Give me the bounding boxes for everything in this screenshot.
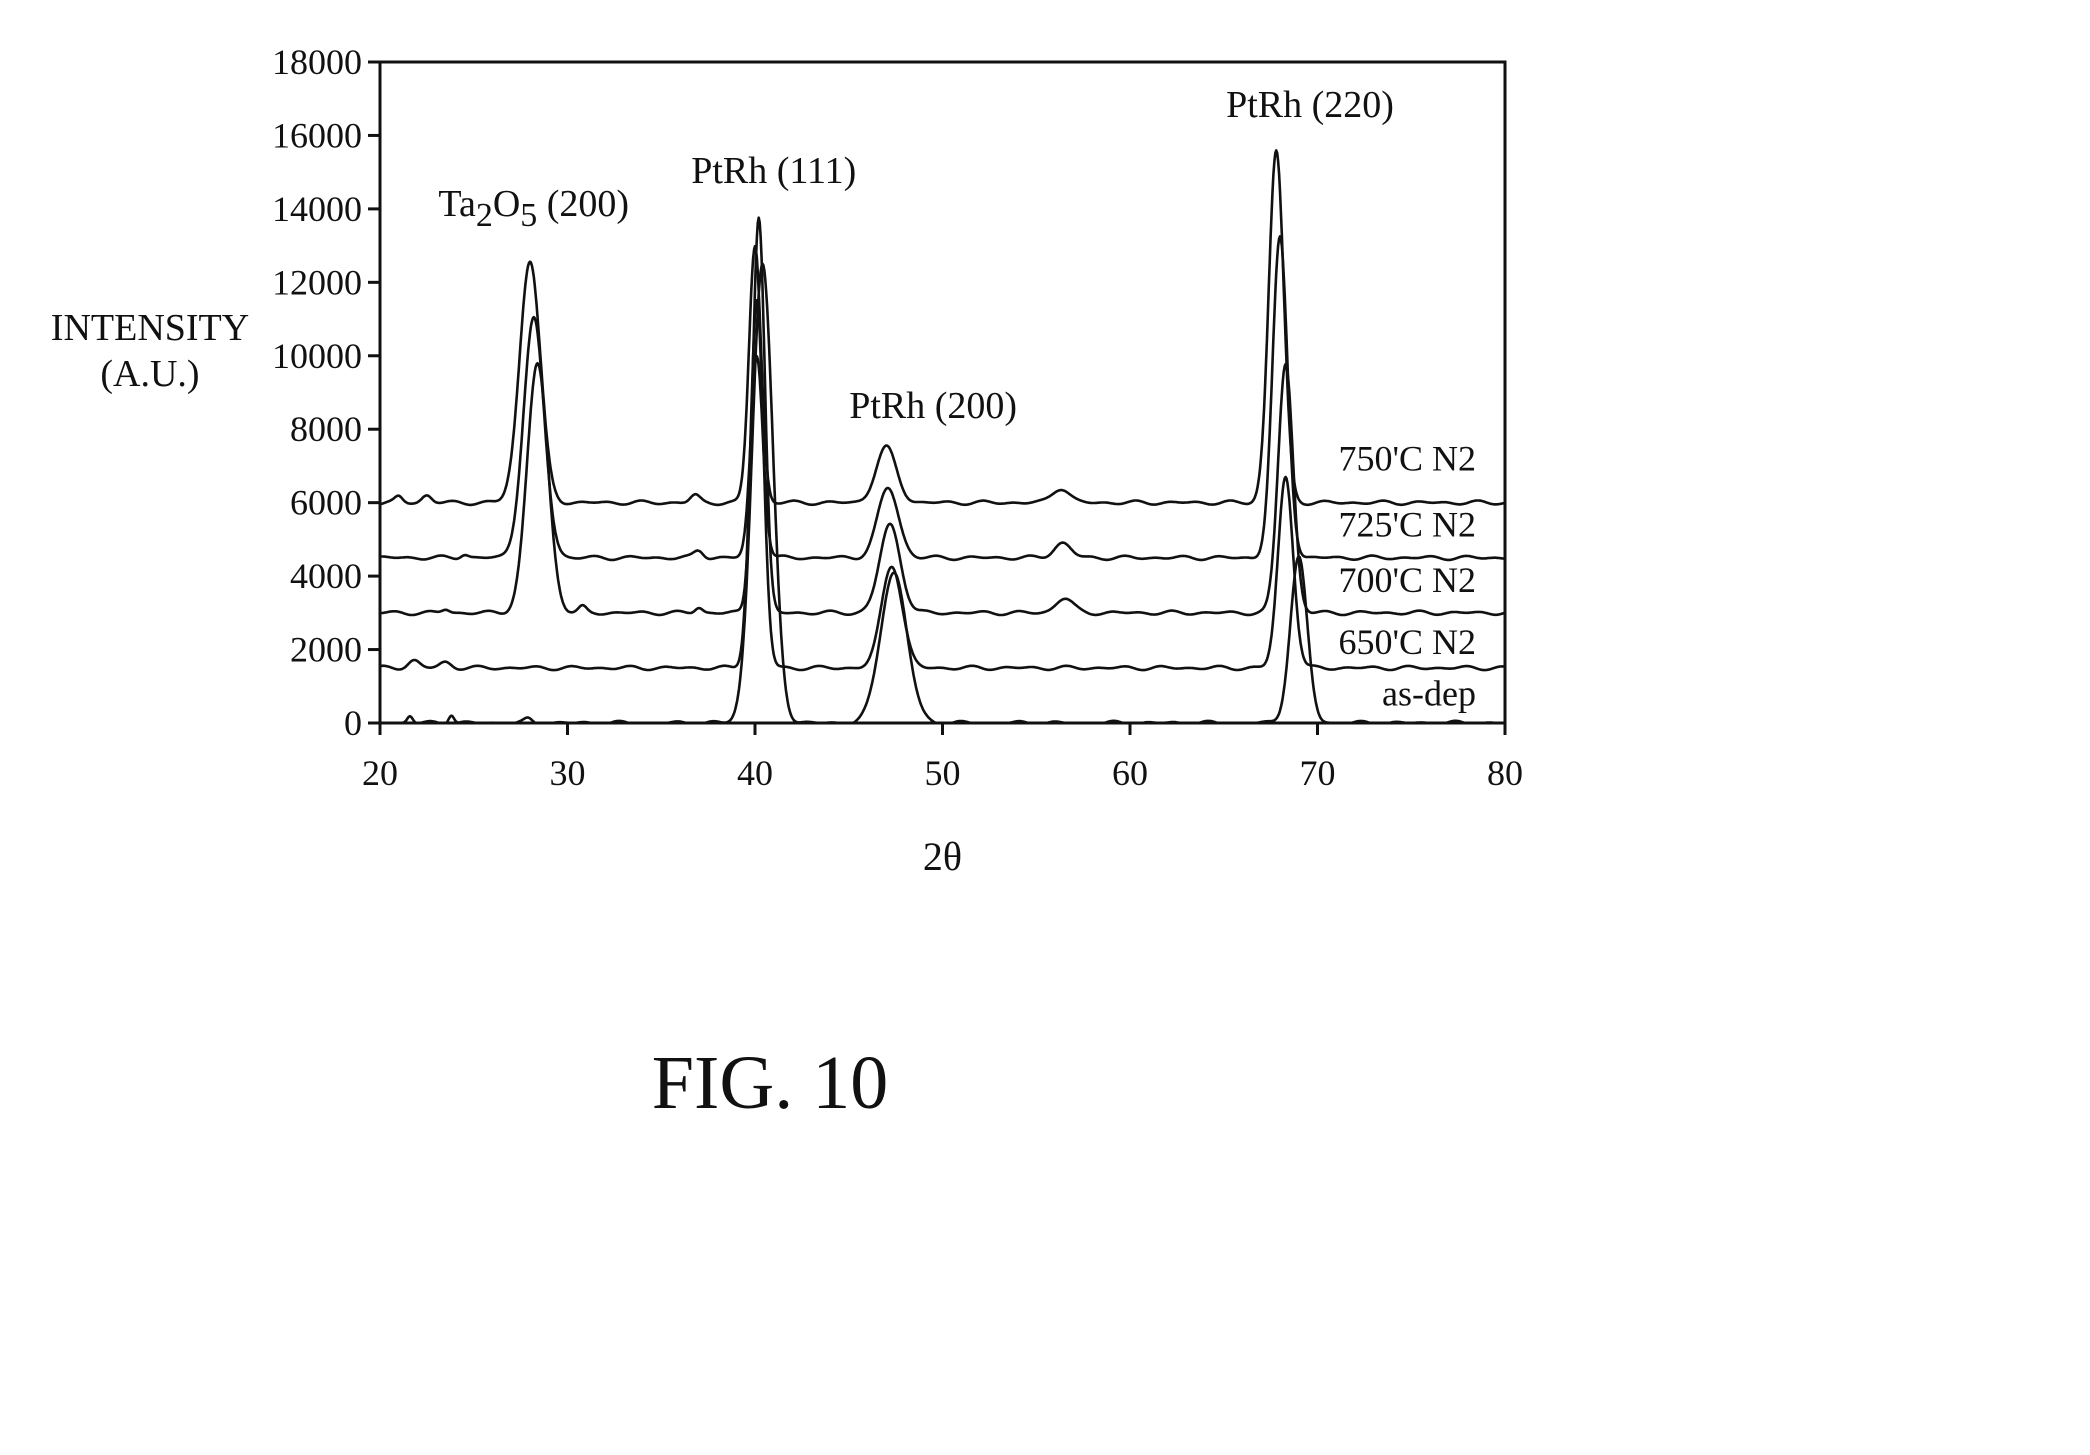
y-tick-label: 8000 [290, 409, 362, 449]
y-tick-label: 6000 [290, 483, 362, 523]
x-tick-label: 70 [1300, 753, 1336, 793]
peak-labels: Ta2O5 (200) PtRh (111) PtRh (200) PtRh (220… [438, 84, 1394, 427]
y-tick-label: 2000 [290, 630, 362, 670]
series-label: 725'C N2 [1339, 505, 1477, 545]
peak-label: PtRh (111) [691, 150, 856, 192]
x-tick-label: 80 [1487, 753, 1523, 793]
series-label: 750'C N2 [1339, 439, 1477, 479]
series-line [380, 264, 1505, 723]
peak-label: Ta2O5 (200) [438, 183, 629, 234]
series-label: 650'C N2 [1339, 622, 1477, 662]
figure-caption: FIG. 10 [0, 1040, 1540, 1127]
series-layer [380, 150, 1505, 723]
y-tick-label: 18000 [272, 42, 362, 82]
axis-titles: 2θ INTENSITY(A.U.) [51, 307, 962, 879]
x-tick-label: 30 [550, 753, 586, 793]
series-label: 700'C N2 [1339, 560, 1477, 600]
x-tick-label: 20 [362, 753, 398, 793]
x-axis-title: 2θ [923, 834, 962, 879]
x-axis: 20 30 40 50 60 70 80 [362, 723, 1523, 793]
y-tick-label: 0 [344, 703, 362, 743]
y-tick-label: 16000 [272, 115, 362, 155]
series-label: as-dep [1382, 674, 1476, 714]
y-tick-label: 10000 [272, 336, 362, 376]
y-axis-title-line: (A.U.) [100, 353, 199, 395]
x-tick-label: 40 [737, 753, 773, 793]
peak-label: PtRh (200) [849, 385, 1017, 427]
y-tick-label: 14000 [272, 189, 362, 229]
x-tick-label: 50 [925, 753, 961, 793]
y-axis-title-line: INTENSITY [51, 307, 249, 349]
y-axis: 0 2000 4000 6000 8000 10000 12000 14000 16000 180… [272, 42, 380, 743]
y-tick-label: 12000 [272, 262, 362, 302]
x-tick-label: 60 [1112, 753, 1148, 793]
peak-label: PtRh (220) [1226, 84, 1394, 126]
y-tick-label: 4000 [290, 556, 362, 596]
series-labels: 750'C N2 725'C N2 700'C N2 650'C N2 as-dep [1339, 439, 1477, 714]
